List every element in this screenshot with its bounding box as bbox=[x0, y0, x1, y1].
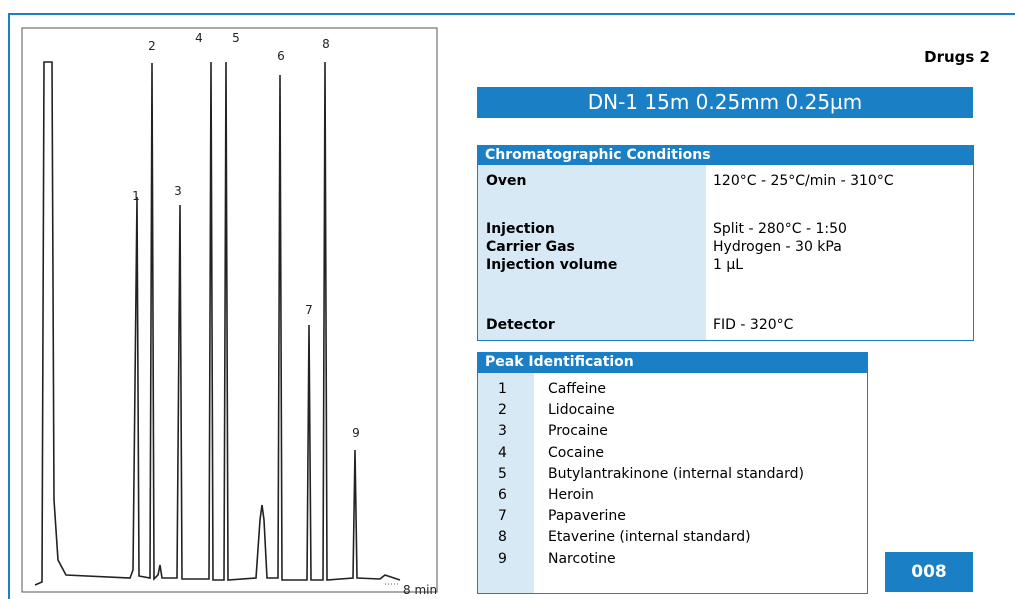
peak-label: 5 bbox=[232, 31, 240, 45]
peak-label: 1 bbox=[132, 189, 140, 203]
condition-value: 120°C - 25°C/min - 310°C bbox=[713, 173, 894, 189]
condition-label: Oven bbox=[486, 173, 527, 189]
column-spec: DN-1 15m 0.25mm 0.25µm bbox=[477, 87, 973, 118]
peak-number: 7 bbox=[498, 508, 507, 525]
peak-number: 6 bbox=[498, 487, 507, 503]
peak-number: 5 bbox=[498, 465, 507, 482]
peak-label: 3 bbox=[174, 184, 182, 198]
condition-label: Detector bbox=[486, 317, 555, 333]
peak-name: Heroin bbox=[548, 487, 594, 503]
peak-number: 8 bbox=[498, 529, 507, 546]
code: 008 bbox=[885, 552, 973, 592]
condition-value: Split - 280°C - 1:50 bbox=[713, 221, 847, 237]
peak-name: Lidocaine bbox=[548, 402, 615, 419]
label-column bbox=[478, 165, 706, 340]
peak-name: Papaverine bbox=[548, 508, 626, 525]
condition-value: 1 µL bbox=[713, 257, 744, 273]
condition-value: FID - 320°C bbox=[713, 317, 794, 333]
number-column bbox=[478, 373, 534, 593]
title: Drugs 2 bbox=[924, 48, 990, 66]
peak-number: 4 bbox=[498, 444, 507, 461]
peak-number: 2 bbox=[498, 402, 507, 419]
conditions-header: Chromatographic Conditions bbox=[478, 146, 973, 165]
condition-label: Carrier Gas bbox=[486, 239, 575, 255]
axis-label: 8 min bbox=[403, 583, 437, 597]
condition-label: Injection bbox=[486, 221, 555, 237]
peak-label: 6 bbox=[277, 49, 285, 63]
peak-number: 3 bbox=[498, 423, 507, 440]
peaks-header: Peak Identification bbox=[478, 353, 867, 373]
peak-label: 8 bbox=[322, 37, 330, 51]
peak-label: 2 bbox=[148, 39, 156, 53]
conditions-box: Chromatographic Conditions Oven 120°C - 2… bbox=[477, 145, 974, 341]
peak-name: Cocaine bbox=[548, 444, 604, 461]
peak-number: 1 bbox=[498, 381, 507, 397]
peak-number: 9 bbox=[498, 550, 507, 567]
chromatogram-frame bbox=[21, 27, 438, 593]
frame-line bbox=[8, 13, 1015, 15]
peak-labels: 1 2 3 4 5 6 7 8 9 bbox=[132, 31, 360, 440]
condition-label: Injection volume bbox=[486, 257, 618, 273]
peak-name: Narcotine bbox=[548, 550, 616, 567]
chromatogram: 8 min 1 2 3 4 5 6 7 8 9 bbox=[21, 27, 438, 597]
peak-name: Etaverine (internal standard) bbox=[548, 529, 751, 546]
peak-label: 4 bbox=[195, 31, 203, 45]
peak-label: 7 bbox=[305, 303, 313, 317]
peak-label: 9 bbox=[352, 426, 360, 440]
frame-line bbox=[8, 13, 10, 599]
peak-name: Procaine bbox=[548, 423, 608, 440]
peaks-box: Peak Identification 1 Caffeine 2 Lidocaine 3… bbox=[477, 352, 868, 594]
peak-name: Caffeine bbox=[548, 381, 606, 397]
trace bbox=[34, 61, 401, 586]
condition-value: Hydrogen - 30 kPa bbox=[713, 239, 842, 255]
peak-name: Butylantrakinone (internal standard) bbox=[548, 465, 804, 482]
